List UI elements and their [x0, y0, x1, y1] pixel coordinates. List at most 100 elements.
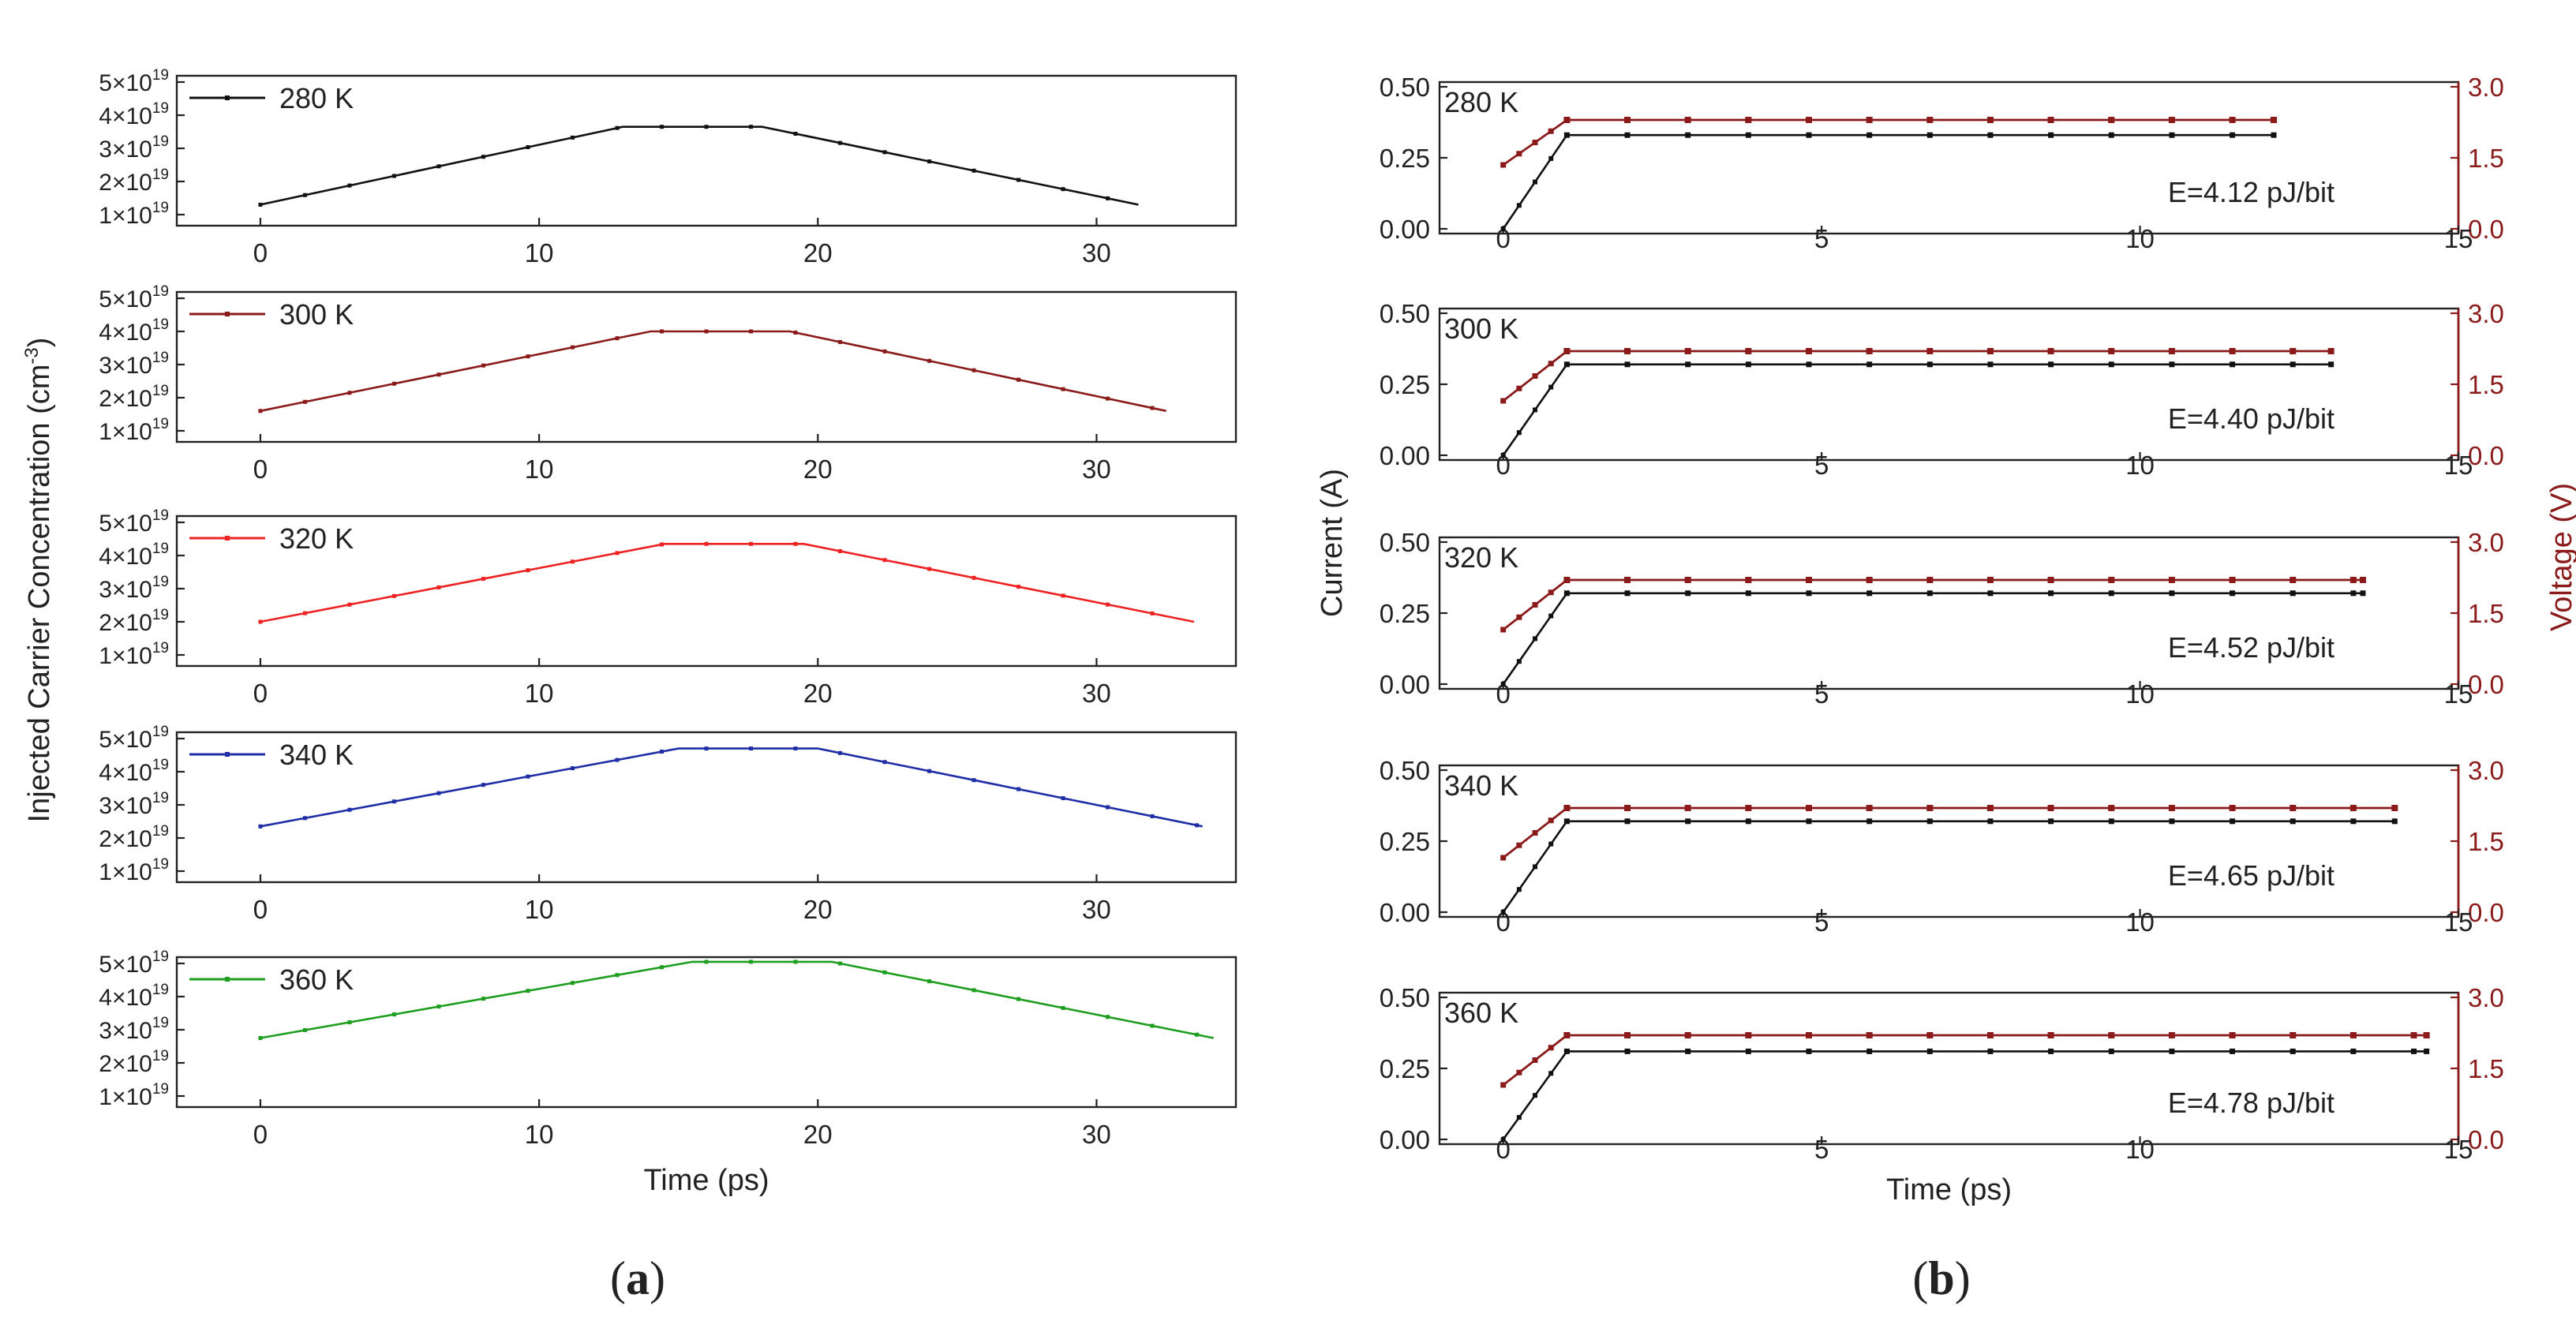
- y-axis-title-a-sup: -3: [21, 347, 43, 364]
- y-right-tick-label: 1.5: [2468, 827, 2504, 856]
- x-tick-label: 20: [803, 679, 833, 708]
- voltage-marker: [1624, 348, 1631, 354]
- data-point: [347, 602, 352, 607]
- voltage-marker: [2423, 1032, 2430, 1038]
- data-point: [526, 989, 530, 993]
- current-marker: [2290, 818, 2296, 825]
- voltage-marker: [2047, 577, 2054, 583]
- y-tick-exponent: 19: [152, 67, 169, 84]
- x-tick-label: 30: [1082, 455, 1111, 484]
- voltage-marker: [2290, 805, 2297, 811]
- energy-annotation: E=4.40 pJ/bit: [2168, 402, 2334, 435]
- y-tick-times: ×10: [112, 70, 152, 96]
- voltage-marker: [1563, 577, 1571, 583]
- data-point: [749, 960, 754, 964]
- data-point: [882, 760, 887, 765]
- y-tick-exponent: 19: [152, 856, 169, 873]
- current-marker: [1806, 1048, 1812, 1054]
- y-tick-label: 4×1019: [99, 982, 169, 1011]
- voltage-marker: [2108, 348, 2115, 354]
- y-tick-label: 3×1019: [99, 574, 169, 603]
- y-tick-exponent: 19: [152, 823, 169, 840]
- current-marker: [1987, 1048, 1994, 1054]
- y-tick-times: ×10: [112, 419, 152, 445]
- legend-marker: [225, 977, 230, 982]
- x-tick-label: 20: [803, 455, 833, 484]
- x-tick-label: 0: [1496, 1135, 1511, 1164]
- y-left-tick-label: 0.00: [1380, 215, 1430, 244]
- y-tick-exponent: 19: [152, 948, 169, 965]
- data-point: [615, 336, 620, 341]
- voltage-marker: [1805, 348, 1812, 354]
- current-marker: [1987, 818, 1994, 825]
- current-marker: [2230, 590, 2236, 597]
- current-marker: [1806, 132, 1812, 138]
- data-point: [615, 758, 620, 762]
- voltage-marker: [1745, 805, 1752, 811]
- voltage-marker: [2359, 577, 2366, 583]
- current-marker: [1500, 910, 1506, 915]
- current-marker: [1685, 590, 1691, 597]
- voltage-marker: [1684, 348, 1691, 354]
- current-marker: [1806, 361, 1812, 368]
- x-tick-label: 0: [253, 455, 268, 484]
- current-marker: [1533, 636, 1538, 642]
- y-tick-exponent: 19: [152, 574, 169, 590]
- data-point: [570, 345, 575, 350]
- current-marker: [2169, 1048, 2175, 1054]
- y-right-tick-label: 3.0: [2468, 528, 2504, 557]
- panel-label-b: (b): [1912, 1252, 1970, 1304]
- voltage-line: [1502, 350, 2331, 402]
- y-tick-times: ×10: [112, 137, 152, 163]
- data-point: [481, 577, 485, 582]
- current-marker: [2230, 361, 2236, 368]
- voltage-marker: [1548, 128, 1554, 134]
- temperature-label: 360 K: [1444, 997, 1518, 1029]
- voltage-marker: [1532, 140, 1538, 145]
- panel-b-subplot-5: 0.00 0.25 0.50 0.0 1.5 3.0 0 5 10 15 360 K E=4.78 p…: [1380, 983, 2504, 1164]
- data-point: [258, 1036, 263, 1040]
- data-point: [615, 125, 620, 130]
- y-tick-mantissa: 4: [99, 760, 112, 786]
- y-right-tick-label: 0.0: [2468, 441, 2504, 470]
- data-point: [570, 766, 575, 771]
- voltage-marker: [1986, 348, 1994, 354]
- voltage-marker: [2290, 1032, 2297, 1038]
- x-tick-label: 30: [1082, 1120, 1111, 1149]
- data-point: [1061, 387, 1065, 391]
- data-point: [749, 329, 754, 334]
- voltage-marker: [2229, 348, 2236, 354]
- voltage-marker: [2047, 348, 2054, 354]
- y-tick-exponent: 19: [152, 640, 169, 657]
- voltage-marker: [1563, 1032, 1571, 1038]
- plot-frame: [1438, 536, 2460, 690]
- voltage-marker: [1563, 117, 1571, 123]
- x-tick-label: 0: [253, 1120, 268, 1149]
- x-tick-label: 15: [2444, 1135, 2473, 1164]
- legend-marker: [225, 752, 230, 757]
- current-marker: [2230, 818, 2236, 825]
- voltage-marker: [1548, 361, 1554, 367]
- current-marker: [1745, 590, 1751, 597]
- y-tick-mantissa: 2: [99, 1051, 112, 1077]
- current-marker: [2290, 361, 2296, 368]
- plot-frame: [175, 731, 1237, 884]
- voltage-marker: [1745, 577, 1752, 583]
- y-tick-label: 3×1019: [99, 133, 169, 163]
- data-point: [1195, 823, 1200, 828]
- data-point: [302, 816, 307, 821]
- current-marker: [2328, 361, 2334, 368]
- energy-annotation: E=4.78 pJ/bit: [2168, 1087, 2334, 1119]
- current-marker: [1624, 1048, 1631, 1054]
- y-tick-times: ×10: [112, 643, 152, 669]
- y-tick-times: ×10: [112, 203, 152, 229]
- y-tick-exponent: 19: [152, 133, 169, 150]
- data-point: [882, 150, 887, 155]
- voltage-marker: [1624, 117, 1631, 123]
- y-left-tick-label: 0.25: [1380, 599, 1430, 628]
- y-tick-label: 2×1019: [99, 823, 169, 852]
- series-line-360k: [260, 960, 1214, 1039]
- current-marker: [1987, 590, 1994, 597]
- y-tick-label: 1×1019: [99, 640, 169, 669]
- y-left-tick-label: 0.50: [1380, 983, 1430, 1012]
